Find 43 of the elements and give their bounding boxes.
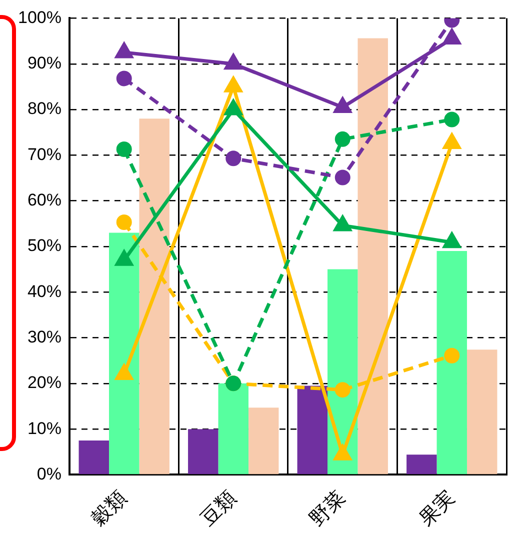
point (443, 232, 461, 248)
y-tick-label: 80% (27, 99, 62, 118)
y-tick-label: 100% (18, 8, 62, 27)
y-tick-label: 90% (27, 54, 62, 73)
y-tick-label: 50% (27, 236, 62, 256)
y-tick-label: 70% (27, 144, 62, 164)
point (334, 131, 350, 147)
y-tick-label: 40% (27, 282, 62, 301)
bar (188, 429, 218, 474)
bar (466, 350, 498, 474)
y-tick-label: 30% (27, 327, 62, 346)
bar (406, 454, 437, 474)
x-tick-label: 豆類 (195, 485, 241, 531)
point (334, 97, 352, 113)
bar (218, 383, 248, 474)
x-tick-label: 穀類 (86, 485, 132, 531)
point (334, 382, 350, 398)
bar (358, 38, 388, 474)
x-tick-label: 野菜 (304, 485, 350, 531)
point (224, 76, 242, 92)
bar (139, 118, 170, 474)
point (334, 216, 352, 232)
point (226, 150, 242, 166)
point (224, 100, 242, 116)
y-tick-label: 20% (27, 373, 62, 392)
point (115, 42, 133, 58)
point (224, 54, 242, 70)
bar (108, 232, 140, 474)
bar (248, 408, 279, 474)
bar (436, 251, 467, 474)
point (443, 134, 461, 150)
point (116, 214, 132, 230)
y-tick-label: 10% (27, 418, 62, 438)
y-tick-label: 0% (36, 464, 62, 484)
point (444, 112, 460, 128)
point (444, 348, 460, 364)
point (116, 141, 132, 157)
bar (78, 440, 109, 474)
y-tick-label: 60% (27, 190, 62, 210)
bar (297, 386, 328, 474)
point (443, 28, 461, 44)
x-tick-label: 果実 (414, 485, 460, 531)
point (334, 170, 350, 186)
